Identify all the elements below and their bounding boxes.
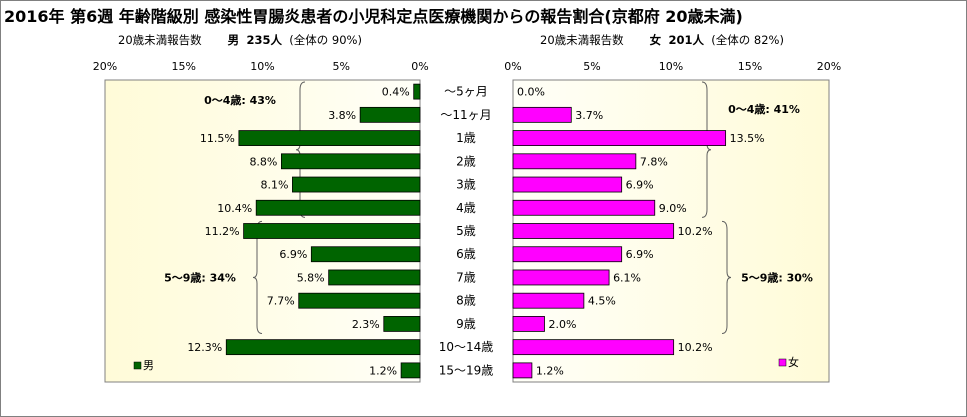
- female-bar: [512, 106, 572, 123]
- male-bar-value-label: 1.2%: [369, 364, 397, 377]
- female-bar-value-label: 6.1%: [613, 271, 641, 284]
- age-category-label: 4歳: [456, 201, 476, 215]
- female-age-group-annotation: 5～9歳: 30%: [741, 270, 813, 284]
- male-axis-tick-label: 0%: [411, 60, 428, 73]
- female-bar: [512, 176, 623, 193]
- male-axis-tick-label: 15%: [172, 60, 196, 73]
- female-bar: [512, 339, 675, 356]
- female-axis-tick-label: 5%: [583, 60, 600, 73]
- female-bar: [512, 246, 623, 263]
- age-category-label: 15～19歳: [439, 363, 494, 377]
- female-axis-tick-label: 20%: [817, 60, 841, 73]
- male-bar: [225, 339, 421, 356]
- female-bar-value-label: 2.0%: [549, 318, 577, 331]
- male-bar-value-label: 7.7%: [267, 295, 295, 308]
- female-bar: [512, 316, 545, 332]
- female-bar-value-label: 9.0%: [659, 202, 687, 215]
- age-category-label: 7歳: [456, 270, 476, 284]
- female-bar: [512, 130, 727, 146]
- male-bar-value-label: 3.8%: [328, 109, 356, 122]
- female-bar-value-label: 13.5%: [730, 132, 765, 145]
- male-bar: [383, 316, 421, 332]
- male-bar: [255, 199, 421, 216]
- male-age-group-annotation: 0～4歳: 43%: [204, 93, 276, 107]
- female-axis-tick-label: 0%: [504, 60, 521, 73]
- age-category-label: 2歳: [456, 154, 476, 168]
- male-bar-value-label: 11.2%: [205, 225, 240, 238]
- male-bar-value-label: 8.1%: [260, 179, 288, 192]
- female-bar-value-label: 6.9%: [626, 248, 654, 261]
- female-bar-value-label: 4.5%: [588, 295, 616, 308]
- female-axis-tick-label: 10%: [659, 60, 683, 73]
- male-bar-value-label: 2.3%: [352, 318, 380, 331]
- age-category-label: 10～14歳: [439, 340, 494, 354]
- male-header-share: (全体の 90%): [289, 33, 362, 47]
- female-bar-value-label: 7.8%: [640, 155, 668, 168]
- male-axis-tick-label: 5%: [333, 60, 350, 73]
- male-bar-value-label: 8.8%: [249, 155, 277, 168]
- male-header-count: 235人: [246, 33, 282, 47]
- age-category-label: 1歳: [456, 131, 476, 145]
- male-age-group-annotation: 5～9歳: 34%: [164, 270, 236, 284]
- female-bracket: [701, 81, 712, 218]
- female-header-count: 201人: [668, 33, 704, 47]
- female-header-label: 20歳未満報告数: [540, 33, 624, 47]
- female-bar-value-label: 3.7%: [575, 109, 603, 122]
- female-bar: [512, 269, 610, 286]
- female-bar-value-label: 6.9%: [626, 179, 654, 192]
- male-bar-value-label: 6.9%: [279, 248, 307, 261]
- female-bar: [512, 292, 585, 309]
- male-legend-swatch: [133, 361, 142, 370]
- male-bar: [328, 269, 421, 286]
- male-bar: [413, 83, 421, 100]
- age-category-label: 5歳: [456, 224, 476, 238]
- age-category-label: 6歳: [456, 247, 476, 261]
- male-axis-tick-label: 20%: [93, 60, 117, 73]
- female-axis-tick-label: 15%: [738, 60, 762, 73]
- male-axis-tick-label: 10%: [250, 60, 274, 73]
- female-bar-value-label: 1.2%: [536, 364, 564, 377]
- age-category-label: 8歳: [456, 294, 476, 308]
- male-bar: [400, 362, 421, 379]
- male-header: 20歳未満報告数 男 235人 (全体の 90%): [118, 32, 362, 48]
- male-bar: [359, 106, 421, 123]
- male-bar: [280, 153, 421, 170]
- female-bar: [512, 153, 637, 170]
- female-bar-value-label: 0.0%: [517, 86, 545, 99]
- female-header-sex: 女: [649, 33, 662, 47]
- female-bar: [512, 362, 533, 379]
- male-bar-value-label: 10.4%: [217, 202, 252, 215]
- female-bar: [512, 199, 656, 216]
- female-bar: [512, 223, 675, 239]
- female-legend-swatch: [778, 358, 787, 367]
- female-header-share: (全体の 82%): [711, 33, 784, 47]
- male-bar: [243, 223, 421, 239]
- female-header: 20歳未満報告数 女 201人 (全体の 82%): [540, 32, 784, 48]
- male-bar-value-label: 11.5%: [200, 132, 235, 145]
- male-bar-value-label: 12.3%: [187, 341, 222, 354]
- chart-title: 2016年 第6週 年齢階級別 感染性胃腸炎患者の小児科定点医療機関からの報告割…: [4, 7, 743, 26]
- female-bar-value-label: 10.2%: [678, 341, 713, 354]
- male-bar: [310, 246, 421, 263]
- male-bar-value-label: 0.4%: [382, 86, 410, 99]
- female-bar-value-label: 10.2%: [678, 225, 713, 238]
- male-bar-value-label: 5.8%: [297, 271, 325, 284]
- male-header-label: 20歳未満報告数: [118, 33, 202, 47]
- female-legend-label: 女: [788, 355, 799, 369]
- male-bar: [238, 130, 421, 146]
- age-category-label: ～11ヶ月: [440, 108, 491, 122]
- age-category-label: 9歳: [456, 317, 476, 331]
- male-legend-label: 男: [143, 359, 154, 372]
- female-age-group-annotation: 0～4歳: 41%: [728, 102, 800, 116]
- female-bracket: [721, 220, 732, 335]
- age-category-label: 3歳: [456, 178, 476, 192]
- age-category-label: ～5ヶ月: [444, 85, 488, 99]
- male-bar: [298, 292, 421, 309]
- male-header-sex: 男: [227, 33, 240, 47]
- male-bar: [292, 176, 421, 193]
